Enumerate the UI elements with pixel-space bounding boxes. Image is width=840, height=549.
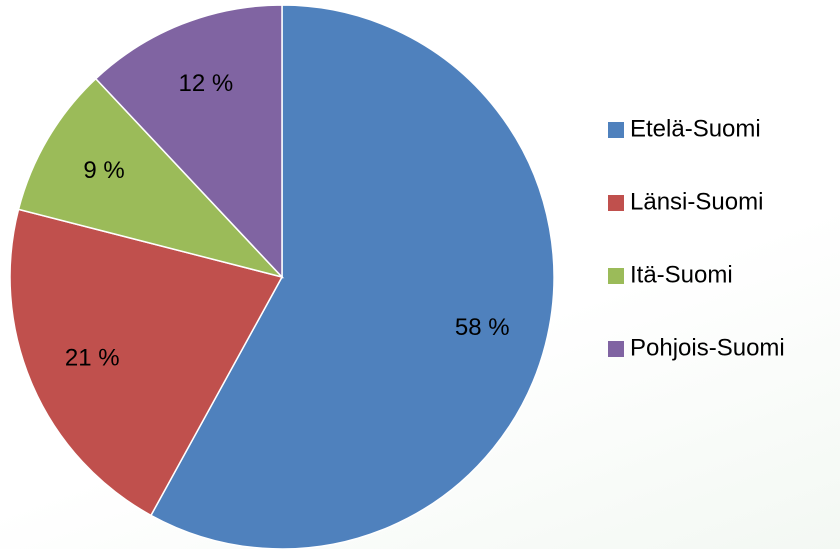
legend-label: Pohjois-Suomi (630, 334, 785, 361)
legend-swatch (608, 122, 624, 138)
pie-slice (17, 77, 285, 279)
pie-slice (94, 4, 283, 279)
legend-swatch (608, 195, 624, 211)
data-label: 58 % (455, 314, 510, 341)
data-label: 12 % (179, 70, 234, 97)
legend-label: Itä-Suomi (630, 261, 733, 288)
data-label: 9 % (83, 157, 124, 184)
data-label: 21 % (65, 344, 120, 371)
pie-slice (9, 208, 284, 517)
legend-swatch (608, 341, 624, 357)
legend-label: Etelä-Suomi (630, 115, 761, 142)
legend-swatch (608, 268, 624, 284)
legend-label: Länsi-Suomi (630, 188, 763, 215)
